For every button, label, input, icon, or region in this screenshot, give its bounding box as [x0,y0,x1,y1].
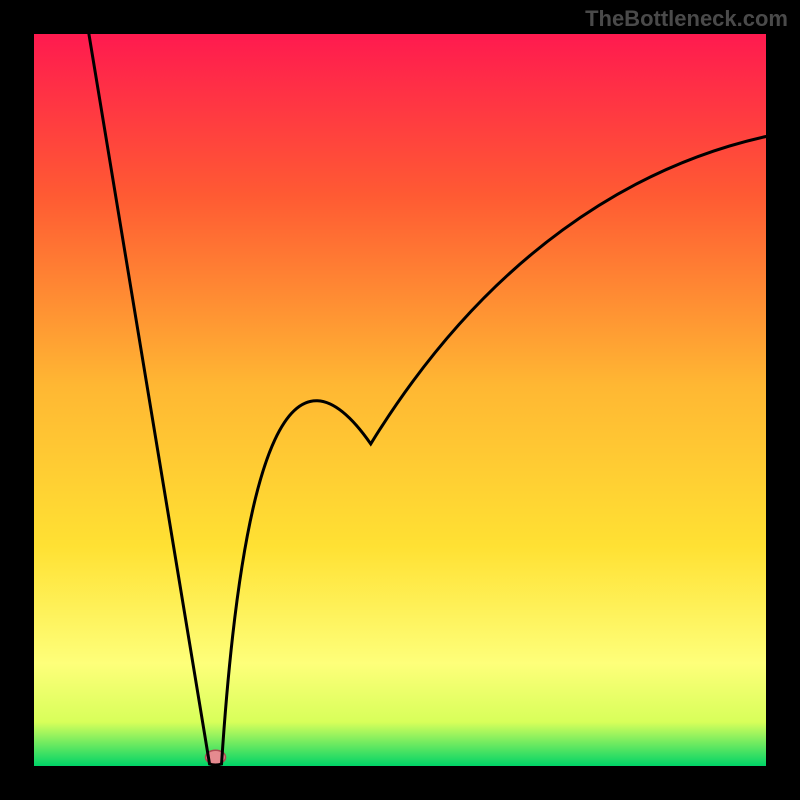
bottleneck-chart: TheBottleneck.com [0,0,800,800]
chart-svg [0,0,800,800]
watermark-text: TheBottleneck.com [585,6,788,32]
